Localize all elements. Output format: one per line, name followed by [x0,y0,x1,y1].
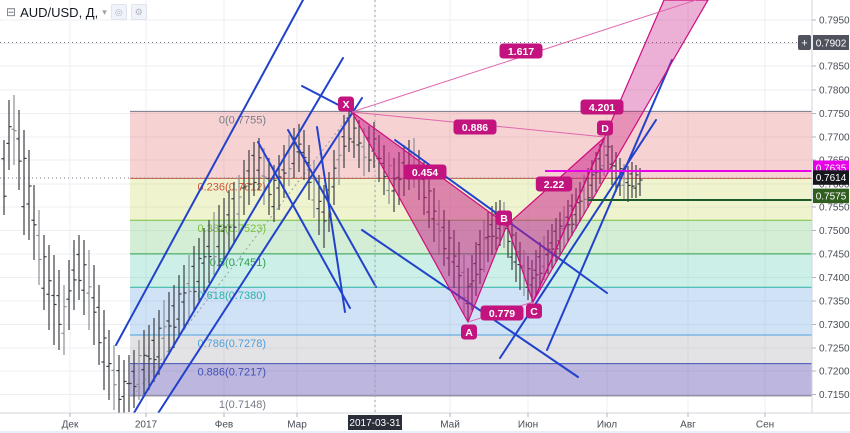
fib-band [130,335,812,364]
alert-price-row[interactable]: +0.7902 [798,35,849,50]
price-label-text: 0.7575 [816,191,847,202]
trendline[interactable] [154,97,363,419]
alert-price-label: 0.7902 [816,38,847,49]
time-tick-label: Авг [680,420,696,431]
price-tick-label: 0.7850 [819,62,850,73]
price-tick-label: 0.7400 [819,273,850,284]
fib-level-label: 0(0.7755) [219,114,266,126]
price-label-text: 0.7614 [816,173,847,184]
price-tick-label: 0.7250 [819,344,850,355]
time-tick-label: 2017 [135,420,158,431]
fib-level-label: 0.382(0.7523) [198,223,267,235]
bottom-strip [0,431,850,433]
snapshot-icon[interactable]: ◎ [110,4,127,20]
trendline[interactable] [287,129,377,288]
pattern-label-A[interactable]: A [461,324,477,340]
fib-level-label: 0.886(0.7217) [198,367,267,379]
trendline[interactable] [257,141,351,309]
time-axis-bg [0,413,850,433]
grid [0,0,812,413]
price-label-box[interactable]: 0.7575 [813,188,849,204]
time-tick-label: Май [440,420,460,431]
pattern-label-X[interactable]: X [338,96,354,112]
price-tick-label: 0.7750 [819,109,850,120]
svg-text:A: A [465,327,473,339]
price-tick-label: 0.7150 [819,390,850,401]
svg-text:4.201: 4.201 [589,102,615,114]
trendline[interactable] [546,59,673,351]
time-tick-label: Мар [287,420,307,431]
price-tick-label: 0.7950 [819,16,850,27]
pattern-label-B[interactable]: B [496,210,512,226]
pattern-polygon[interactable] [532,0,709,303]
price-tick-label: 0.7500 [819,226,850,237]
svg-text:X: X [342,99,349,111]
price-tick-label: 0.7600 [819,180,850,191]
svg-text:2.22: 2.22 [544,179,565,191]
pattern-label-C[interactable]: C [526,303,542,319]
pattern-label-0.779[interactable]: 0.779 [480,305,524,321]
pattern-label-0.454[interactable]: 0.454 [403,164,447,180]
time-tick-label: Июл [597,420,617,431]
settings-icon[interactable]: ⚙ [130,4,147,20]
price-label-box[interactable]: 0.7614 [813,170,849,185]
pattern-label-D[interactable]: D [597,120,613,136]
pattern-label-4.201[interactable]: 4.201 [580,99,624,115]
svg-text:1.617: 1.617 [508,46,534,58]
add-alert-button[interactable] [798,35,811,50]
crosshair-date-box: 2017-03-31 [348,415,402,430]
alert-price-box[interactable] [813,35,849,50]
fib-level-label: 0.236(0.7612) [198,181,267,193]
price-label-text: 0.7635 [816,163,847,174]
plus-icon: + [801,37,807,49]
xabcd-pattern[interactable]: X A B C D 1.617 0.886 0.454 2.22 4.201 0.779 [338,0,709,340]
price-tick-label: 0.7200 [819,367,850,378]
price-tick-label: 0.7450 [819,250,850,261]
time-tick-label: Фев [215,420,233,431]
price-tick-label: 0.7700 [819,133,850,144]
time-tick-label: Сен [756,420,774,431]
trendline[interactable] [316,126,346,313]
pattern-label-1.617[interactable]: 1.617 [499,43,543,59]
collapse-icon[interactable]: ⊟ [6,5,17,19]
trendline[interactable] [115,0,304,346]
fib-level-label: 1(0.7148) [219,399,266,411]
trendline[interactable] [130,57,344,419]
svg-text:0.886: 0.886 [462,122,488,134]
svg-text:0.454: 0.454 [412,167,438,179]
chevron-down-icon[interactable]: ▾ [102,6,107,17]
fib-level-label: 0.786(0.7278) [198,338,267,350]
price-tick-label: 0.7300 [819,320,850,331]
price-tick-label: 0.7350 [819,297,850,308]
svg-text:D: D [601,123,609,135]
fib-band [130,363,812,396]
time-axis[interactable]: Дек 2017 Фев Мар Май Июн Июл Авг Сен 2017-03-31 [0,412,850,433]
price-axis[interactable]: 0.79500.78500.78000.77500.77000.76500.76… [798,0,850,433]
symbol-title[interactable]: AUD/USD, Д, [20,4,99,20]
time-tick-label: Дек [62,420,79,431]
svg-text:C: C [530,306,538,318]
pattern-label-2.22[interactable]: 2.22 [535,176,573,192]
symbol-legend: ⊟ AUD/USD, Д, ▾ ◎ ⚙ [6,4,147,20]
fib-level-label: 0.618(0.7380) [198,290,267,302]
price-axis-bg [812,0,850,433]
price-tick-label: 0.7800 [819,86,850,97]
price-tick-label: 0.7550 [819,203,850,214]
crosshair-date-label: 2017-03-31 [349,418,401,429]
svg-text:B: B [500,213,508,225]
pattern-label-0.886[interactable]: 0.886 [453,119,497,135]
time-tick-label: Июн [518,420,538,431]
svg-text:0.779: 0.779 [489,308,515,320]
